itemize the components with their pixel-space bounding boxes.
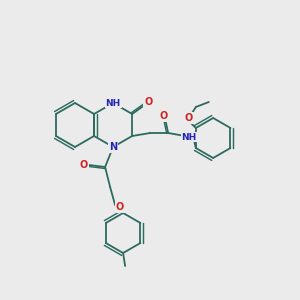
- Text: NH: NH: [182, 133, 197, 142]
- Text: O: O: [159, 111, 167, 121]
- Text: O: O: [116, 202, 124, 212]
- Text: O: O: [80, 160, 88, 170]
- Text: NH: NH: [106, 98, 121, 107]
- Text: N: N: [109, 142, 117, 152]
- Text: O: O: [185, 113, 193, 123]
- Text: O: O: [144, 97, 152, 107]
